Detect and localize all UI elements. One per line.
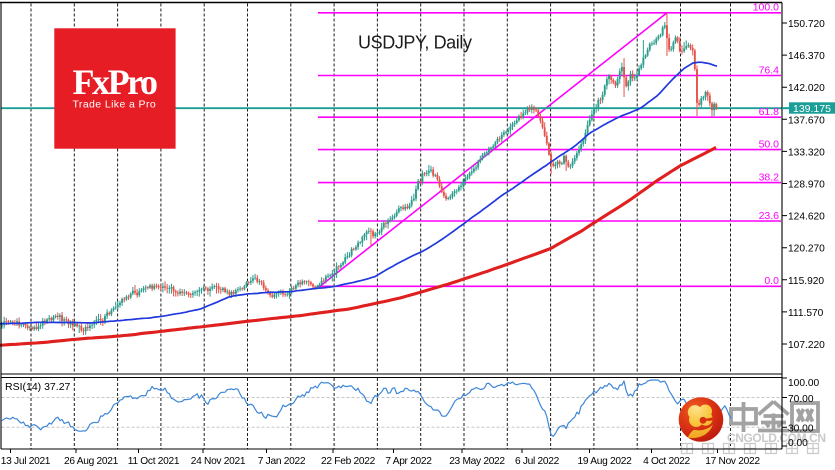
svg-text:Trade Like a Pro: Trade Like a Pro: [73, 99, 157, 111]
svg-text:38.2: 38.2: [759, 171, 780, 183]
svg-text:30.00: 30.00: [788, 424, 814, 435]
svg-text:RSI(14) 37.27: RSI(14) 37.27: [5, 381, 71, 393]
svg-text:FxPro: FxPro: [73, 62, 159, 102]
svg-text:76.4: 76.4: [759, 64, 780, 76]
svg-text:22 Feb 2022: 22 Feb 2022: [321, 456, 376, 467]
svg-text:111.570: 111.570: [788, 308, 824, 319]
svg-text:23 May 2022: 23 May 2022: [449, 456, 505, 467]
svg-text:124.620: 124.620: [788, 212, 825, 223]
svg-text:139.175: 139.175: [793, 103, 831, 115]
svg-text:100.0: 100.0: [753, 2, 779, 14]
svg-text:19 Aug 2022: 19 Aug 2022: [578, 456, 633, 467]
svg-text:CNGOLD.COM.CN: CNGOLD.COM.CN: [727, 431, 827, 445]
svg-text:150.720: 150.720: [788, 19, 825, 30]
svg-text:0.0: 0.0: [764, 275, 779, 287]
svg-text:133.320: 133.320: [788, 147, 825, 158]
svg-text:61.8: 61.8: [759, 106, 780, 118]
svg-text:11 Oct 2021: 11 Oct 2021: [128, 456, 180, 467]
svg-text:USDJPY, Daily: USDJPY, Daily: [358, 33, 472, 53]
svg-text:26 Aug 2021: 26 Aug 2021: [64, 456, 119, 467]
svg-text:17 Nov 2022: 17 Nov 2022: [705, 456, 760, 467]
svg-text:24 Nov 2021: 24 Nov 2021: [191, 456, 246, 467]
svg-text:128.970: 128.970: [788, 180, 825, 191]
svg-text:120.270: 120.270: [788, 244, 825, 255]
svg-text:4 Oct 2022: 4 Oct 2022: [643, 456, 690, 467]
svg-text:107.220: 107.220: [788, 340, 825, 351]
svg-text:13 Jul 2021: 13 Jul 2021: [1, 456, 51, 467]
svg-text:7 Apr 2022: 7 Apr 2022: [385, 456, 432, 467]
svg-text:137.670: 137.670: [788, 115, 825, 126]
svg-text:6 Jul 2022: 6 Jul 2022: [515, 456, 560, 467]
svg-text:115.920: 115.920: [788, 276, 824, 287]
svg-text:50.0: 50.0: [759, 138, 780, 150]
svg-text:7 Jan 2022: 7 Jan 2022: [258, 456, 306, 467]
svg-text:23.6: 23.6: [759, 210, 780, 222]
svg-text:142.020: 142.020: [788, 83, 825, 94]
svg-text:70.00: 70.00: [788, 394, 814, 405]
svg-text:100.00: 100.00: [788, 378, 819, 389]
svg-text:0.00: 0.00: [788, 438, 808, 449]
svg-text:146.370: 146.370: [788, 51, 825, 62]
